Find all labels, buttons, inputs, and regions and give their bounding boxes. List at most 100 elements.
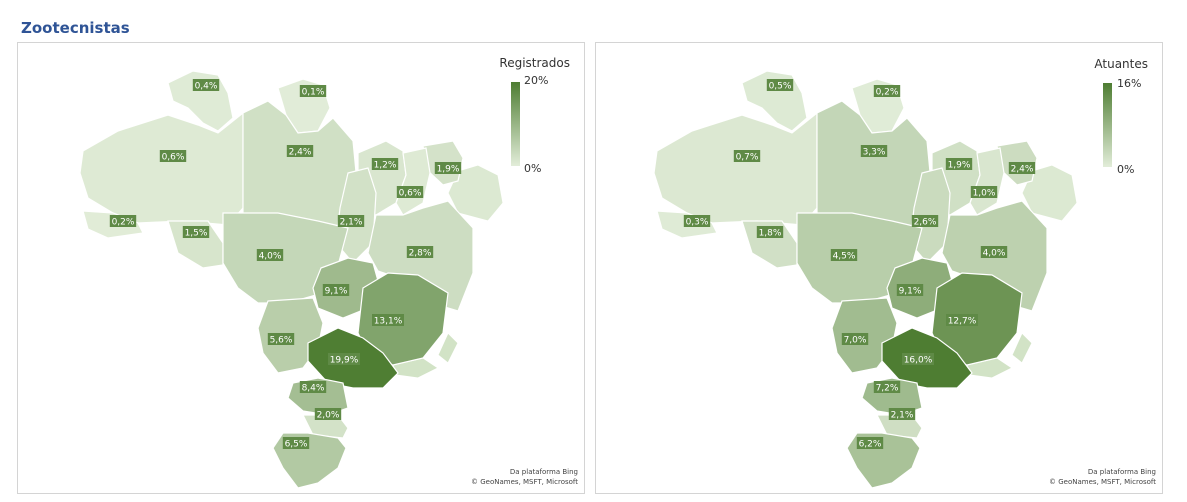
- data-label-ms: 5,6%: [270, 336, 293, 346]
- attribution-line-1: Da plataforma Bing: [509, 468, 578, 476]
- state-shape-pi: [969, 147, 1005, 216]
- data-label-box-rr: [766, 79, 794, 91]
- data-label-box-am: [159, 150, 187, 162]
- data-label-mg: 12,7%: [948, 317, 977, 327]
- data-label-box-sc: [888, 408, 916, 420]
- data-label-box-mt: [830, 249, 858, 261]
- data-label-ap: 0,1%: [302, 88, 325, 98]
- data-label-mg: 13,1%: [374, 317, 403, 327]
- data-label-box-ap: [873, 85, 901, 97]
- data-label-box-pr: [299, 381, 327, 393]
- map-panel-atuantes: 0,5% 0,2% 0,7% 3,3% 1,9% 2,4% 1,0% 0,3% 1,8% 2,6%…: [595, 42, 1163, 494]
- data-label-ro: 1,8%: [759, 229, 782, 239]
- data-label-box-to: [337, 215, 365, 227]
- data-label-pa: 2,4%: [289, 148, 312, 158]
- data-label-mt: 4,5%: [833, 252, 856, 262]
- data-label-ro: 1,5%: [185, 229, 208, 239]
- state-shape-es: [1011, 332, 1033, 364]
- data-label-ce: 1,9%: [437, 165, 460, 175]
- data-label-box-mt: [256, 249, 284, 261]
- data-label-pr: 8,4%: [302, 384, 325, 394]
- data-label-box-pa: [860, 145, 888, 157]
- data-label-pi: 0,6%: [399, 189, 422, 199]
- attribution-line-2: © GeoNames, MSFT, Microsoft: [1049, 478, 1156, 486]
- legend-title: Registrados: [499, 56, 570, 70]
- data-label-rr: 0,5%: [769, 82, 792, 92]
- data-label-ce: 2,4%: [1011, 165, 1034, 175]
- brazil-map-atuantes: 0,5% 0,2% 0,7% 3,3% 1,9% 2,4% 1,0% 0,3% 1,8% 2,6%…: [653, 70, 1078, 489]
- data-label-am: 0,6%: [162, 153, 185, 163]
- data-label-box-sp: [328, 353, 360, 365]
- data-label-sc: 2,0%: [317, 411, 340, 421]
- data-label-box-ms: [841, 333, 869, 345]
- data-label-box-ro: [182, 226, 210, 238]
- data-label-ms: 7,0%: [844, 336, 867, 346]
- data-label-box-sc: [314, 408, 342, 420]
- data-label-box-ce: [1008, 162, 1036, 174]
- data-label-mt: 4,0%: [259, 252, 282, 262]
- page-title: Zootecnistas: [21, 19, 130, 37]
- map-attribution: Da plataforma Bing © GeoNames, MSFT, Mic…: [471, 467, 578, 487]
- state-shape-east: [1021, 164, 1078, 222]
- state-shape-east: [447, 164, 504, 222]
- legend-max: 16%: [1117, 77, 1142, 90]
- data-label-pa: 3,3%: [863, 148, 886, 158]
- data-label-box-am: [733, 150, 761, 162]
- data-label-box-ba: [406, 246, 434, 258]
- data-label-box-ac: [109, 215, 137, 227]
- data-label-box-ap: [299, 85, 327, 97]
- data-label-ba: 4,0%: [983, 249, 1006, 259]
- data-label-go: 9,1%: [899, 287, 922, 297]
- data-label-ap: 0,2%: [876, 88, 899, 98]
- data-label-rr: 0,4%: [195, 82, 218, 92]
- data-label-ac: 0,3%: [686, 218, 709, 228]
- data-label-box-mg: [946, 314, 978, 326]
- data-label-rs: 6,5%: [285, 440, 308, 450]
- data-label-box-go: [896, 284, 924, 296]
- data-label-to: 2,6%: [914, 218, 937, 228]
- legend-min: 0%: [524, 162, 542, 175]
- state-shape-ro: [741, 220, 798, 269]
- data-label-box-rr: [192, 79, 220, 91]
- data-label-ba: 2,8%: [409, 249, 432, 259]
- data-label-box-ro: [756, 226, 784, 238]
- attribution-line-1: Da plataforma Bing: [1087, 468, 1156, 476]
- data-label-box-pr: [873, 381, 901, 393]
- data-label-ac: 0,2%: [112, 218, 135, 228]
- data-label-ma: 1,2%: [374, 161, 397, 171]
- map-attribution: Da plataforma Bing © GeoNames, MSFT, Mic…: [1049, 467, 1156, 487]
- data-label-box-pi: [396, 186, 424, 198]
- data-label-pr: 7,2%: [876, 384, 899, 394]
- attribution-line-2: © GeoNames, MSFT, Microsoft: [471, 478, 578, 486]
- data-label-box-mg: [372, 314, 404, 326]
- state-shape-pi: [395, 147, 431, 216]
- data-label-sp: 19,9%: [330, 356, 359, 366]
- map-panel-registrados: 0,4% 0,1% 0,6% 2,4% 1,2% 1,9% 0,6% 0,2% 1,5% 2,1%…: [17, 42, 585, 494]
- data-label-box-ac: [683, 215, 711, 227]
- data-label-box-ms: [267, 333, 295, 345]
- data-label-to: 2,1%: [340, 218, 363, 228]
- data-label-box-ba: [980, 246, 1008, 258]
- brazil-map-registrados: 0,4% 0,1% 0,6% 2,4% 1,2% 1,9% 0,6% 0,2% 1,5% 2,1%…: [79, 70, 504, 489]
- data-label-pi: 1,0%: [973, 189, 996, 199]
- state-shape-ro: [167, 220, 224, 269]
- legend-min: 0%: [1117, 163, 1135, 176]
- data-label-go: 9,1%: [325, 287, 348, 297]
- legend-gradient-bar: [511, 82, 520, 166]
- data-label-box-rs: [856, 437, 884, 449]
- data-label-box-ce: [434, 162, 462, 174]
- data-label-rs: 6,2%: [859, 440, 882, 450]
- state-shape-es: [437, 332, 459, 364]
- data-label-box-pi: [970, 186, 998, 198]
- data-label-box-rs: [282, 437, 310, 449]
- data-label-sp: 16,0%: [904, 356, 933, 366]
- legend-title: Atuantes: [1094, 57, 1148, 71]
- data-label-box-ma: [945, 158, 973, 170]
- data-label-box-to: [911, 215, 939, 227]
- legend-max: 20%: [524, 74, 549, 87]
- data-label-box-ma: [371, 158, 399, 170]
- legend-gradient-bar: [1103, 83, 1112, 167]
- data-label-box-go: [322, 284, 350, 296]
- data-label-am: 0,7%: [736, 153, 759, 163]
- data-label-box-sp: [902, 353, 934, 365]
